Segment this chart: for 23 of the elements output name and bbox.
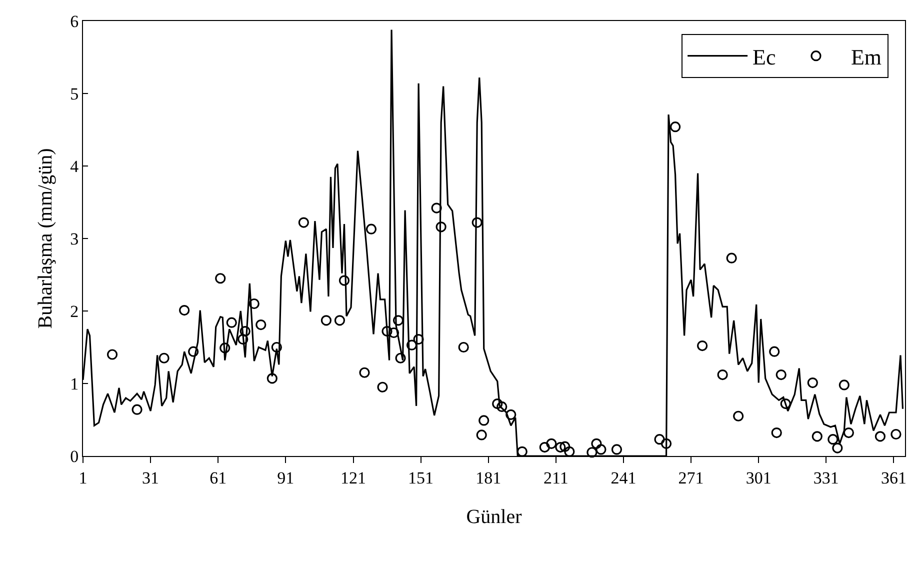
x-tick-label: 61 xyxy=(210,468,227,488)
y-tick-label: 5 xyxy=(70,84,79,104)
y-tick-label: 2 xyxy=(70,302,79,321)
y-tick-label: 1 xyxy=(70,374,79,394)
x-tick-label: 271 xyxy=(678,468,704,488)
x-tick-label: 151 xyxy=(408,468,434,488)
x-tick-label: 181 xyxy=(476,468,502,488)
x-axis-title: Günler xyxy=(466,506,522,528)
x-tick-label: 331 xyxy=(813,468,839,488)
x-tick-label: 301 xyxy=(746,468,772,488)
y-axis-title: Buharlaşma (mm/gün) xyxy=(34,148,57,329)
x-tick-label: 31 xyxy=(142,468,160,488)
x-tick-label: 121 xyxy=(340,468,366,488)
y-tick-label: 4 xyxy=(70,156,80,176)
y-tick-label: 0 xyxy=(70,446,79,466)
x-tick-label: 211 xyxy=(543,468,568,488)
legend-label: Ec xyxy=(752,44,776,70)
x-tick-label: 241 xyxy=(610,468,636,488)
legend-label: Em xyxy=(851,44,882,70)
x-tick-label: 91 xyxy=(277,468,294,488)
y-tick-label: 6 xyxy=(70,12,79,31)
y-tick-label: 3 xyxy=(70,229,79,248)
x-tick-label: 361 xyxy=(880,468,906,488)
